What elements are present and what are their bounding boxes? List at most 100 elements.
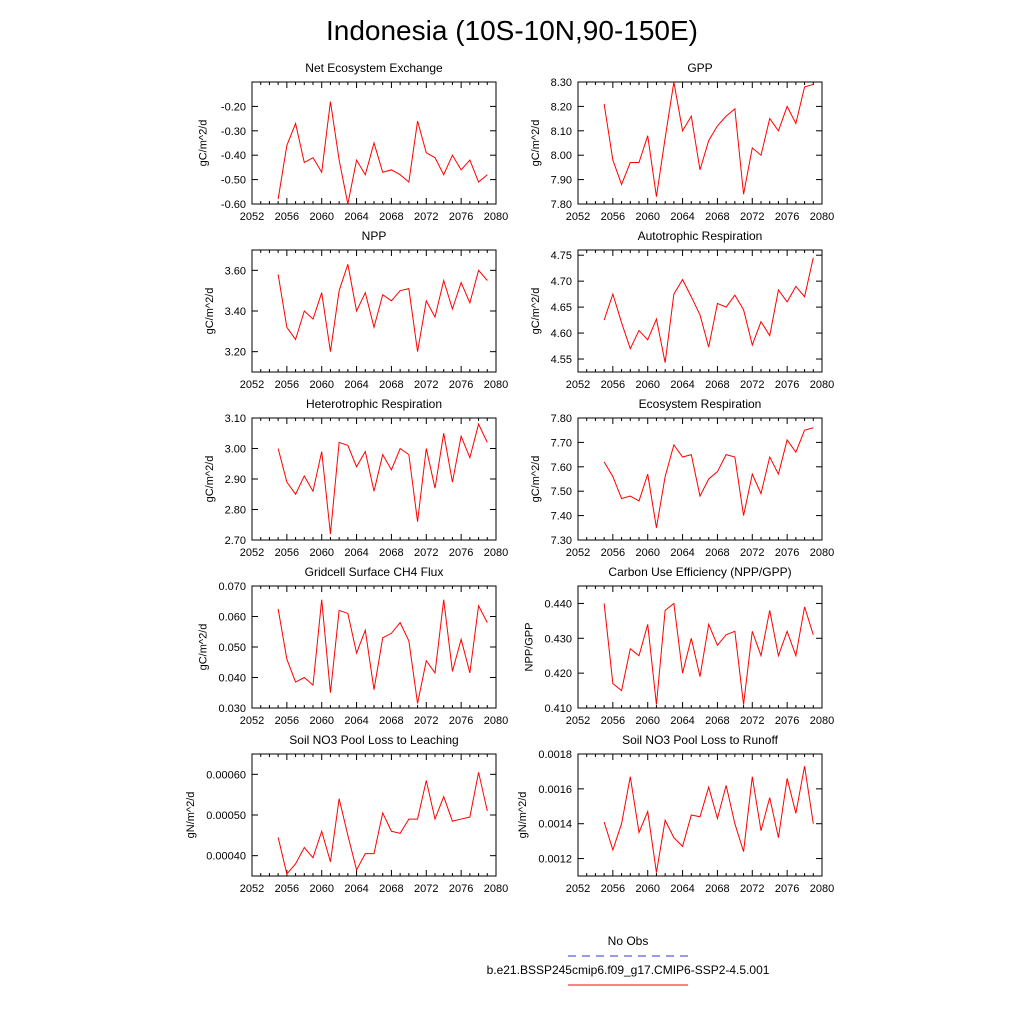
- series-line: [277, 101, 488, 205]
- y-tick-label: -0.30: [221, 126, 246, 138]
- chart-title: Heterotrophic Respiration: [306, 397, 442, 411]
- chart-panel: Soil NO3 Pool Loss to Leaching 2052 2056 20…: [185, 733, 508, 895]
- y-tick-label: 4.60: [551, 328, 572, 340]
- x-tick-label: 2076: [449, 883, 473, 895]
- series-line: [603, 766, 814, 873]
- chart-panels: Net Ecosystem Exchange 2052 2056 2060 2064 20…: [185, 61, 834, 895]
- y-tick-label: 3.10: [225, 413, 246, 425]
- chart-panel: Heterotrophic Respiration 2052 2056 2060 206…: [204, 397, 508, 559]
- chart-panel: Gridcell Surface CH4 Flux 2052 2056 2060 206…: [198, 565, 509, 727]
- x-tick-label: 2080: [810, 883, 834, 895]
- x-tick-label: 2064: [344, 547, 368, 559]
- chart-title: Net Ecosystem Exchange: [305, 61, 443, 75]
- y-tick-label: 7.60: [551, 462, 572, 474]
- x-tick-label: 2068: [705, 715, 729, 727]
- plot-frame: [577, 249, 823, 373]
- plot-frame: [577, 81, 823, 205]
- x-tick-label: 2064: [670, 547, 694, 559]
- x-tick-label: 2068: [379, 883, 403, 895]
- plot-frame: [251, 753, 497, 877]
- x-tick-label: 2060: [309, 547, 333, 559]
- series-line: [277, 264, 488, 352]
- x-tick-label: 2064: [344, 715, 368, 727]
- x-tick-label: 2052: [240, 547, 264, 559]
- x-tick-label: 2068: [379, 379, 403, 391]
- x-tick-label: 2068: [705, 547, 729, 559]
- x-tick-label: 2056: [275, 883, 299, 895]
- chart-title: GPP: [687, 61, 712, 75]
- x-tick-label: 2080: [484, 379, 508, 391]
- y-tick-label: 0.0016: [538, 784, 572, 796]
- chart-title: Soil NO3 Pool Loss to Leaching: [289, 733, 458, 747]
- x-tick-label: 2060: [309, 211, 333, 223]
- y-tick-label: 0.00040: [206, 851, 246, 863]
- x-tick-label: 2076: [775, 211, 799, 223]
- x-tick-label: 2072: [740, 883, 764, 895]
- x-tick-label: 2080: [810, 211, 834, 223]
- x-tick-label: 2072: [414, 547, 438, 559]
- x-tick-label: 2052: [240, 379, 264, 391]
- y-tick-label: 0.050: [218, 642, 246, 654]
- y-tick-label: 0.440: [544, 598, 572, 610]
- y-axis-label: gC/m^2/d: [530, 120, 542, 167]
- x-tick-label: 2076: [775, 547, 799, 559]
- x-tick-label: 2060: [309, 883, 333, 895]
- x-tick-label: 2056: [601, 547, 625, 559]
- y-axis-label: gN/m^2/d: [517, 792, 529, 839]
- x-tick-label: 2076: [449, 715, 473, 727]
- x-tick-label: 2056: [275, 379, 299, 391]
- y-tick-label: 8.00: [551, 150, 572, 162]
- x-tick-label: 2068: [379, 715, 403, 727]
- chart-panel: Net Ecosystem Exchange 2052 2056 2060 2064 20…: [198, 61, 509, 223]
- y-tick-label: 0.060: [218, 612, 246, 624]
- x-tick-label: 2076: [775, 379, 799, 391]
- y-tick-label: 0.430: [544, 633, 572, 645]
- chart-panel: Soil NO3 Pool Loss to Runoff 2052 2056 2060…: [517, 733, 834, 895]
- x-tick-label: 2064: [670, 883, 694, 895]
- x-tick-label: 2076: [449, 211, 473, 223]
- y-axis-label: gC/m^2/d: [204, 456, 216, 503]
- y-tick-label: 7.70: [551, 437, 572, 449]
- x-tick-label: 2052: [566, 883, 590, 895]
- x-tick-label: 2064: [670, 715, 694, 727]
- y-tick-label: 4.70: [551, 276, 572, 288]
- y-tick-label: -0.20: [221, 101, 246, 113]
- series-line: [277, 599, 488, 704]
- x-tick-label: 2052: [566, 211, 590, 223]
- series-line: [603, 81, 814, 197]
- x-tick-label: 2080: [484, 715, 508, 727]
- y-tick-label: 2.90: [225, 474, 246, 486]
- y-tick-label: 7.80: [551, 413, 572, 425]
- y-tick-label: 8.30: [551, 77, 572, 89]
- chart-title: Autotrophic Respiration: [638, 229, 763, 243]
- y-axis-label: gC/m^2/d: [530, 456, 542, 503]
- x-tick-label: 2064: [670, 211, 694, 223]
- y-tick-label: 3.60: [225, 265, 246, 277]
- y-tick-label: 4.55: [551, 354, 572, 366]
- plot-frame: [577, 417, 823, 541]
- y-tick-label: -0.40: [221, 150, 246, 162]
- y-tick-label: 3.00: [225, 444, 246, 456]
- y-tick-label: 2.70: [225, 535, 246, 547]
- y-tick-label: 3.20: [225, 347, 246, 359]
- x-tick-label: 2072: [414, 211, 438, 223]
- chart-title: Soil NO3 Pool Loss to Runoff: [622, 733, 779, 747]
- plot-frame: [577, 585, 823, 709]
- x-tick-label: 2060: [635, 379, 659, 391]
- x-tick-label: 2056: [275, 715, 299, 727]
- x-tick-label: 2072: [414, 883, 438, 895]
- y-axis-label: gC/m^2/d: [204, 288, 216, 335]
- chart-title: NPP: [362, 229, 387, 243]
- y-tick-label: 3.40: [225, 306, 246, 318]
- series-line: [277, 772, 488, 876]
- x-tick-label: 2052: [566, 379, 590, 391]
- y-tick-label: 0.070: [218, 581, 246, 593]
- y-axis-label: gC/m^2/d: [198, 120, 210, 167]
- chart-title: Ecosystem Respiration: [639, 397, 762, 411]
- x-tick-label: 2064: [344, 211, 368, 223]
- x-tick-label: 2056: [601, 883, 625, 895]
- x-tick-label: 2080: [810, 379, 834, 391]
- chart-panel: GPP 2052 2056 2060 2064 2068 2072 2076 2080 7.80 7…: [530, 61, 834, 223]
- series-line: [603, 602, 814, 705]
- y-axis-label: NPP/GPP: [524, 623, 536, 672]
